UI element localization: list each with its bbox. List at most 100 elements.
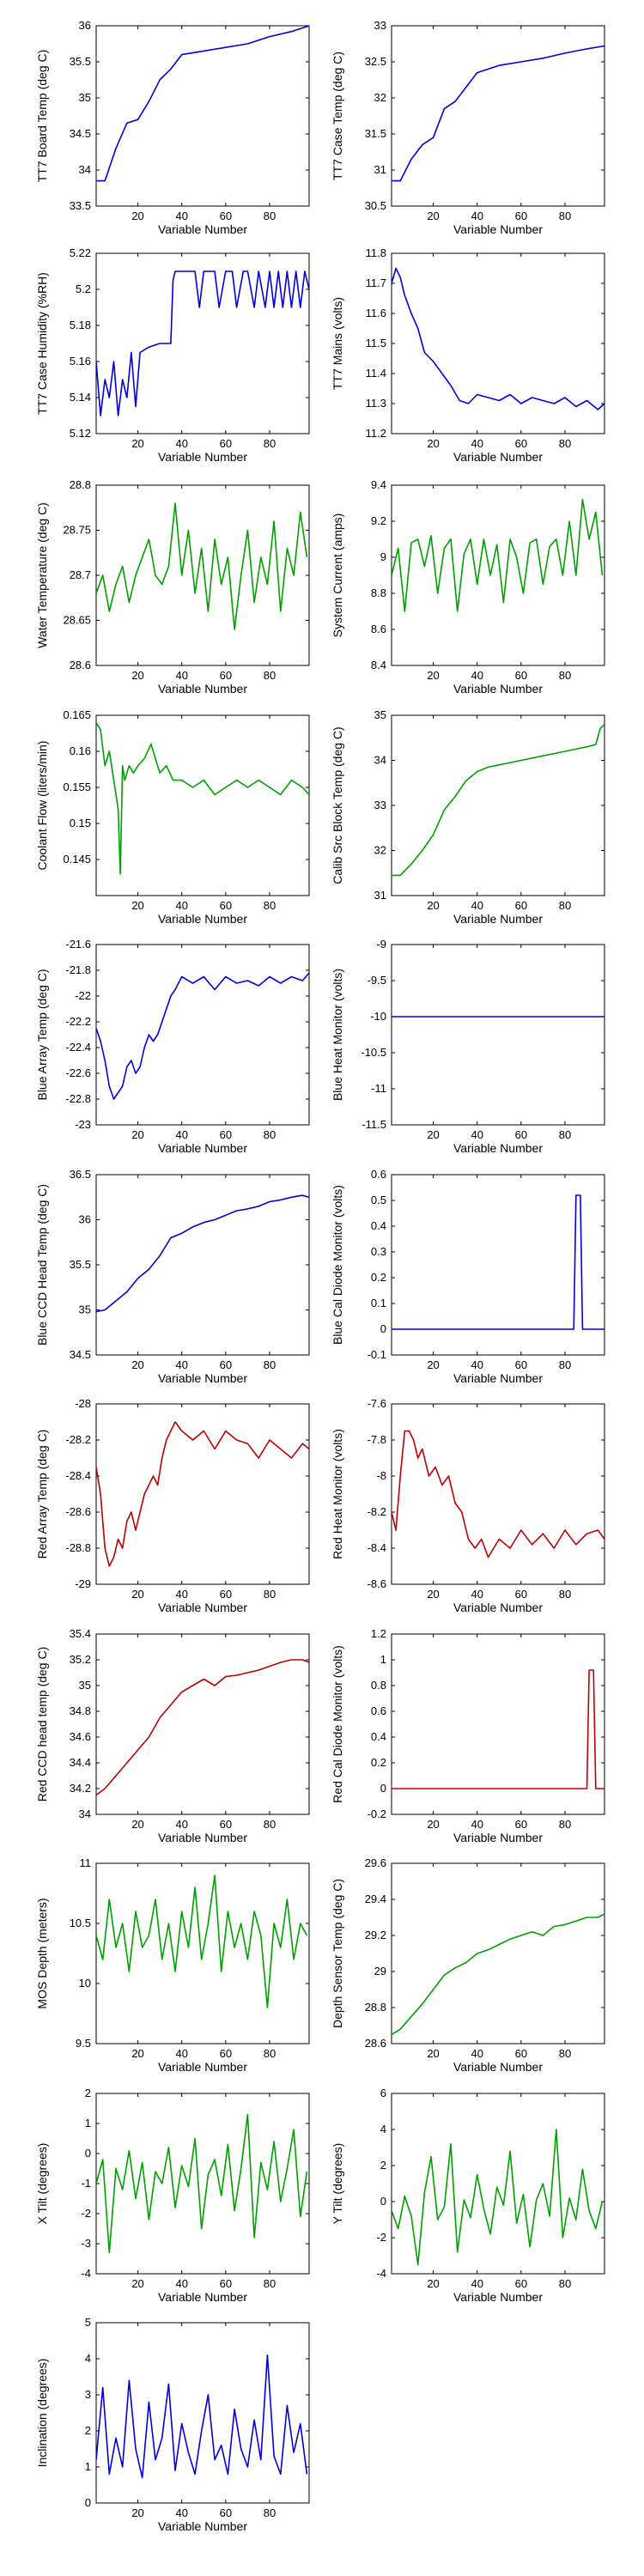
y-tick-label: 34.5 [70, 127, 91, 140]
axes-box [391, 1633, 605, 1815]
y-tick-label: 0 [85, 2496, 91, 2509]
y-tick-label: -22 [75, 989, 91, 1002]
x-tick-label: 40 [471, 669, 483, 682]
y-tick-label: -28 [75, 1397, 91, 1410]
x-tick-label: 40 [175, 669, 187, 682]
y-tick-label: 0.1 [371, 1297, 386, 1309]
axes-box [391, 944, 605, 1126]
y-tick-label: 1 [85, 2460, 91, 2473]
y-tick-label: -21.8 [65, 963, 91, 976]
x-tick-label: 80 [264, 1128, 276, 1141]
x-tick-label: 20 [427, 210, 439, 222]
x-tick-label: 60 [220, 210, 232, 222]
x-tick-label: 60 [220, 1358, 232, 1371]
x-tick-label: 60 [515, 210, 527, 222]
x-tick-label: 20 [131, 1818, 143, 1831]
y-axis-label: Blue Array Temp (deg C) [35, 969, 49, 1100]
x-tick-label: 40 [175, 2277, 187, 2290]
x-tick-label: 40 [471, 899, 483, 912]
x-tick-label: 60 [220, 437, 232, 450]
y-axis-label: Water Temperature (deg C) [35, 502, 49, 648]
y-tick-label: 11.2 [366, 427, 386, 440]
y-tick-label: 8.6 [371, 623, 386, 635]
y-tick-label: -2 [376, 2231, 386, 2244]
y-tick-label: -29 [75, 1577, 91, 1590]
x-tick-label: 60 [220, 2506, 232, 2519]
y-tick-label: 31 [374, 889, 386, 902]
series-line-blue-ccd-head-temp [96, 1194, 309, 1313]
y-tick-label: -22.8 [65, 1092, 91, 1105]
y-tick-label: 5.2 [76, 283, 91, 295]
y-tick-label: -23 [75, 1118, 91, 1131]
y-tick-label: 11 [80, 1856, 92, 1869]
x-axis-label: Variable Number [158, 2060, 247, 2074]
y-axis-label: Inclination (degrees) [35, 2359, 49, 2468]
y-tick-label: 10 [79, 1977, 91, 1990]
series-line-blue-cal-diode-monitor [392, 1194, 605, 1330]
y-tick-label: 0.2 [371, 1756, 386, 1769]
x-tick-label: 60 [515, 1358, 527, 1371]
axes-box [95, 1633, 310, 1815]
x-tick-label: 40 [175, 1588, 187, 1601]
y-tick-label: -0.2 [368, 1807, 386, 1820]
x-tick-label: 80 [264, 1358, 276, 1371]
series-line-red-cal-diode-monitor [392, 1669, 605, 1789]
x-tick-label: 80 [264, 899, 276, 912]
y-tick-label: 0.6 [371, 1168, 386, 1181]
x-tick-label: 40 [175, 1818, 187, 1831]
series-line-inclination [96, 2354, 308, 2479]
y-tick-label: -1 [81, 2177, 91, 2190]
y-tick-label: 1 [85, 2117, 91, 2129]
series-line-blue-array-temp [96, 972, 309, 1100]
y-axis-label: System Current (amps) [331, 513, 344, 638]
x-tick-label: 60 [515, 1128, 527, 1141]
y-tick-label: 4 [85, 2352, 91, 2365]
chart-panel-water-temperature: 20 40 60 80 28.6 28.65 28.7 28.75 28.8 Variable N… [35, 478, 310, 696]
y-tick-label: 28.65 [63, 614, 91, 627]
chart-panel-blue-ccd-head-temp: 20 40 60 80 34.5 35 35.5 36 36.5 Variable Number B… [35, 1168, 310, 1385]
y-axis-label: Depth Sensor Temp (deg C) [331, 1879, 344, 2028]
x-tick-label: 40 [175, 899, 187, 912]
x-tick-label: 80 [559, 669, 571, 682]
x-tick-label: 60 [220, 1818, 232, 1831]
series-line-calib-src-block-temp [392, 723, 605, 877]
y-tick-label: 35 [79, 1303, 91, 1316]
x-axis-label: Variable Number [158, 450, 247, 464]
chart-panel-tt7-case-temp: 20 40 60 80 30.5 31 31.5 32 32.5 33 Variable Numbe… [331, 19, 605, 236]
x-tick-label: 60 [220, 1128, 232, 1141]
axes-box [391, 25, 605, 207]
y-tick-label: -8.6 [368, 1577, 386, 1590]
x-tick-label: 80 [559, 1128, 571, 1141]
y-tick-label: 0.8 [371, 1679, 386, 1692]
y-tick-label: 2 [85, 2087, 91, 2099]
axes-box [95, 714, 310, 896]
y-tick-label: 35 [79, 1679, 91, 1692]
chart-panel-tt7-board-temp: 20 40 60 80 33.5 34 34.5 35 35.5 36 Variable Numbe… [35, 19, 310, 236]
x-tick-label: 80 [559, 2047, 571, 2060]
y-tick-label: -2 [81, 2207, 91, 2220]
x-tick-label: 40 [471, 2047, 483, 2060]
y-tick-label: 10.5 [70, 1917, 91, 1929]
x-tick-label: 60 [515, 2277, 527, 2290]
y-tick-label: 30.5 [365, 199, 386, 212]
x-tick-label: 40 [471, 2277, 483, 2290]
series-line-tt7-mains [392, 267, 605, 410]
y-tick-label: 34.4 [70, 1756, 91, 1769]
x-tick-label: 80 [264, 2277, 276, 2290]
y-axis-label: Calib Src Block Temp (deg C) [331, 726, 344, 884]
x-tick-label: 40 [471, 437, 483, 450]
y-tick-label: 34 [79, 1807, 91, 1820]
series-line-coolant-flow [96, 721, 309, 875]
chart-panel-x-tilt: 20 40 60 80 -4 -3 -2 -1 0 1 2 Variable Number X Tilt… [35, 2087, 310, 2304]
y-tick-label: 5 [85, 2316, 91, 2329]
y-tick-label: 31.5 [365, 127, 386, 140]
y-tick-label: 33 [374, 19, 386, 32]
y-tick-label: -4 [376, 2267, 386, 2280]
x-tick-label: 40 [175, 210, 187, 222]
series-line-mos-depth [96, 1874, 308, 2008]
x-tick-label: 20 [131, 1358, 143, 1371]
y-tick-label: 29 [374, 1965, 386, 1978]
y-tick-label: 34.5 [70, 1348, 91, 1361]
chart-panel-blue-heat-monitor: 20 40 60 80 -11.5 -11 -10.5 -10 -9.5 -9 Variable N… [331, 938, 605, 1155]
chart-panel-calib-src-block-temp: 20 40 60 80 31 32 33 34 35 Variable Number Calib S… [331, 708, 605, 926]
